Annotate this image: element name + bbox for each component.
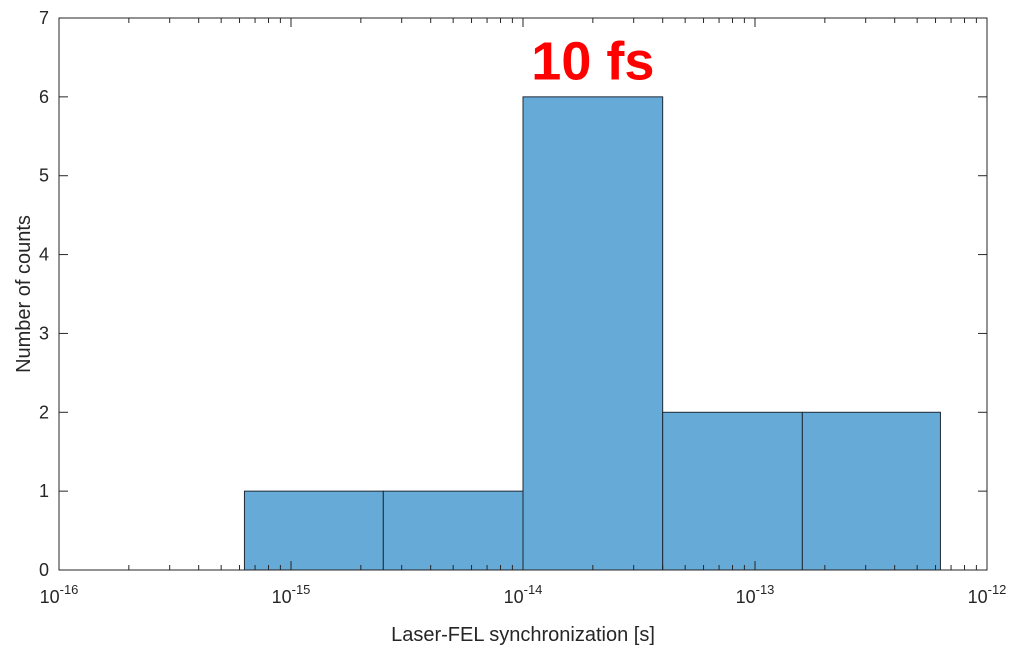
histogram-bar-4 xyxy=(662,411,803,571)
y-tick-label-3: 3 xyxy=(39,323,49,343)
plot-frame xyxy=(58,17,988,571)
y-tick-label-6: 6 xyxy=(39,87,49,107)
y-tick-label-4: 4 xyxy=(39,245,49,265)
histogram-bar-3 xyxy=(522,96,664,571)
annotation-10fs: 10 fs xyxy=(531,31,654,91)
x-tick-label-2: 10-14 xyxy=(504,582,543,607)
y-tick-label-2: 2 xyxy=(39,402,49,422)
x-tick-label-3: 10-13 xyxy=(736,582,775,607)
y-tick-label-7: 7 xyxy=(39,8,49,28)
x-tick-label-4: 10-12 xyxy=(968,582,1007,607)
histogram-bar-1 xyxy=(243,490,384,571)
tick-labels-group: 0 1 2 3 4 5 6 7 10-16 10-15 10-14 10-13 10-12 xyxy=(39,8,1006,607)
y-tick-label-0: 0 xyxy=(39,560,49,580)
histogram-bar-2 xyxy=(382,490,524,571)
y-tick-label-1: 1 xyxy=(39,481,49,501)
bars-group xyxy=(243,96,941,571)
ticks-group xyxy=(58,17,988,571)
y-axis-label: Number of counts xyxy=(13,215,35,373)
x-tick-label-1: 10-15 xyxy=(272,582,311,607)
histogram-bar-5 xyxy=(801,411,941,571)
x-tick-label-0: 10-16 xyxy=(40,582,79,607)
x-axis-label: Laser-FEL synchronization [s] xyxy=(391,624,655,646)
y-tick-label-5: 5 xyxy=(39,166,49,186)
